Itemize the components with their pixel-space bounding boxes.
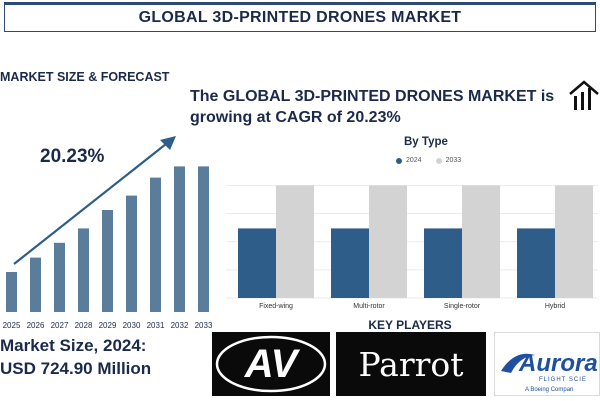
house-chart-icon [569, 80, 599, 110]
type-bar-chart: Fixed-wing Multi-rotor Single-rotor Hybrid [226, 185, 598, 310]
legend-dot-2033 [435, 157, 442, 164]
forecast-bar-2029 [102, 210, 113, 312]
aurora-logo-text: Aurora [518, 350, 598, 377]
legend-label-2033: 2033 [445, 157, 462, 164]
type-category-fixed-wing: Fixed-wing [259, 303, 293, 310]
forecast-tick-2026: 2026 [27, 321, 45, 330]
legend-dot-2024 [396, 157, 402, 164]
forecast-bar-2032 [174, 166, 185, 312]
type-bar-hybrid-2033 [555, 185, 593, 298]
type-bar-multi-rotor-2033 [369, 185, 407, 298]
aurora-logo-sub1: FLIGHT SCIE [539, 377, 587, 383]
forecast-tick-2033: 2033 [195, 321, 213, 330]
forecast-bar-2026 [30, 257, 41, 312]
forecast-bars [6, 166, 209, 312]
type-bar-hybrid-2024 [517, 228, 555, 298]
av-logo-graphic: AV [215, 335, 327, 393]
headline-text: The GLOBAL 3D-PRINTED DRONES MARKET is g… [190, 88, 555, 126]
type-chart-category-labels: Fixed-wing Multi-rotor Single-rotor Hybrid [259, 303, 565, 310]
key-players-title: KEY PLAYERS [368, 318, 452, 332]
aurora-logo-sub2: A Boeing Compan [525, 387, 573, 393]
page-title: GLOBAL 3D-PRINTED DRONES MARKET [138, 9, 462, 26]
market-size-line1: Market Size, 2024: [0, 336, 147, 355]
legend-item-2024: 2024 [396, 157, 422, 164]
trend-arrow-line [13, 143, 167, 265]
aurora-logo: Aurora FLIGHT SCIE A Boeing Compan [494, 332, 600, 396]
type-bar-single-rotor-2024 [424, 228, 462, 298]
type-category-hybrid: Hybrid [545, 303, 565, 310]
forecast-tick-2032: 2032 [171, 321, 189, 330]
forecast-tick-2031: 2031 [147, 321, 165, 330]
av-logo: AV [212, 332, 330, 396]
forecast-bar-2028 [78, 228, 89, 312]
forecast-bar-2033 [198, 166, 209, 312]
market-size-line2: USD 724.90 Million [0, 359, 152, 378]
type-category-multi-rotor: Multi-rotor [353, 303, 385, 310]
forecast-bar-2025 [6, 272, 17, 312]
forecast-bar-chart: 2025 2026 2027 2028 2029 2030 2031 2032 2033 [3, 136, 213, 330]
section-title: MARKET SIZE & FORECAST [0, 70, 170, 84]
forecast-tick-2027: 2027 [51, 321, 69, 330]
forecast-tick-2028: 2028 [75, 321, 93, 330]
aurora-logo-graphic: Aurora FLIGHT SCIE A Boeing Compan [501, 350, 598, 393]
forecast-tick-2029: 2029 [99, 321, 117, 330]
forecast-tick-2030: 2030 [123, 321, 141, 330]
type-chart-title: By Type [404, 136, 448, 148]
forecast-bar-2030 [126, 195, 137, 312]
type-bar-fixed-wing-2024 [238, 228, 276, 298]
legend-label-2024: 2024 [406, 157, 422, 164]
type-bar-multi-rotor-2024 [331, 228, 369, 298]
parrot-logo: Parrot [336, 332, 486, 396]
title-bar: GLOBAL 3D-PRINTED DRONES MARKET [4, 2, 596, 32]
type-chart-legend: 2024 2033 [396, 157, 461, 164]
trend-arrow-head [160, 136, 176, 150]
market-size-text: Market Size, 2024: USD 724.90 Million [0, 334, 151, 380]
type-category-single-rotor: Single-rotor [444, 303, 481, 310]
cagr-label: 20.23% [40, 146, 105, 167]
forecast-tick-labels: 2025 2026 2027 2028 2029 2030 2031 2032 2033 [3, 321, 213, 330]
type-bar-single-rotor-2033 [462, 185, 500, 298]
legend-item-2033: 2033 [435, 157, 462, 164]
parrot-logo-text: Parrot [358, 344, 464, 384]
forecast-bar-2031 [150, 177, 161, 312]
av-logo-text: AV [244, 342, 301, 386]
forecast-bar-2027 [54, 242, 65, 312]
type-bar-fixed-wing-2033 [276, 185, 314, 298]
forecast-tick-2025: 2025 [3, 321, 21, 330]
type-chart-bars [238, 185, 593, 298]
